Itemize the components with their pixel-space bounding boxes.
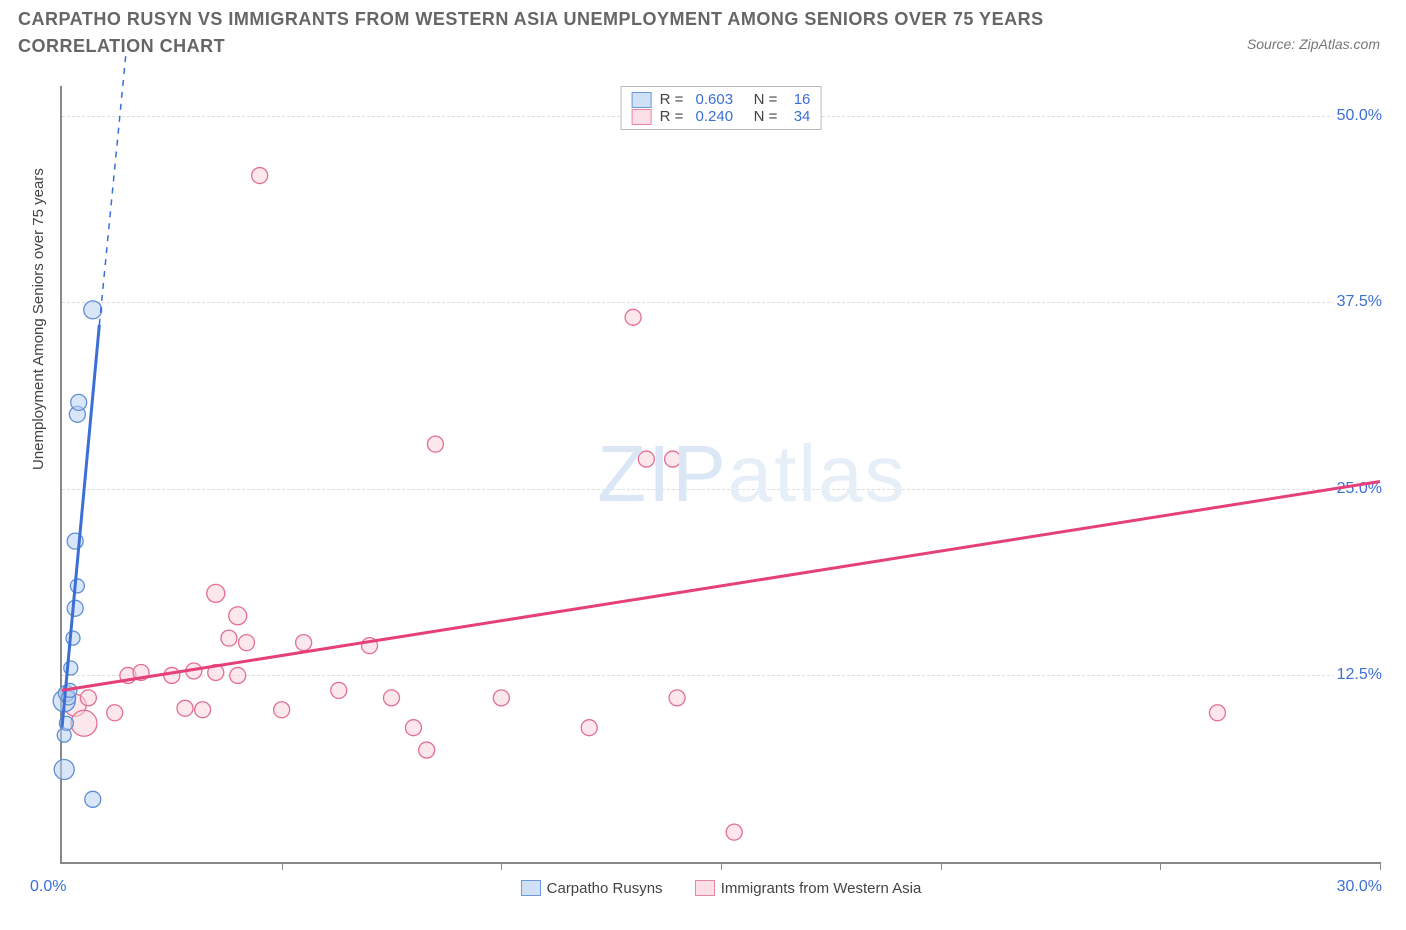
legend-item-pink: Immigrants from Western Asia (695, 880, 922, 897)
stat-label-r: R = (660, 108, 688, 125)
scatter-svg (62, 86, 1380, 862)
legend-label-blue: Carpatho Rusyns (547, 880, 663, 897)
legend-item-blue: Carpatho Rusyns (521, 880, 663, 897)
stat-pink-n: 34 (794, 108, 811, 125)
swatch-pink (632, 109, 652, 125)
stats-row-pink: R = 0.240 N = 34 (632, 108, 811, 125)
y-axis-title: Unemployment Among Seniors over 75 years (30, 168, 47, 470)
stat-label-r: R = (660, 91, 688, 108)
swatch-blue (521, 880, 541, 896)
legend-label-pink: Immigrants from Western Asia (721, 880, 922, 897)
stat-blue-n: 16 (794, 91, 811, 108)
stat-blue-r: 0.603 (696, 91, 734, 108)
plot-area: ZIPatlas 12.5%25.0%37.5%50.0% R = 0.603 … (60, 86, 1380, 864)
x-axis-min-label: 0.0% (30, 878, 66, 896)
stats-row-blue: R = 0.603 N = 16 (632, 91, 811, 108)
source-label: Source: ZipAtlas.com (1247, 36, 1380, 52)
stat-label-n: N = (741, 108, 786, 125)
series-legend: Carpatho Rusyns Immigrants from Western … (62, 880, 1380, 901)
chart-title: CARPATHO RUSYN VS IMMIGRANTS FROM WESTER… (18, 6, 1138, 60)
x-axis-max-label: 30.0% (1337, 878, 1382, 896)
stat-pink-r: 0.240 (696, 108, 734, 125)
stat-label-n: N = (741, 91, 786, 108)
swatch-blue (632, 92, 652, 108)
stats-legend: R = 0.603 N = 16 R = 0.240 N = 34 (621, 86, 822, 130)
swatch-pink (695, 880, 715, 896)
